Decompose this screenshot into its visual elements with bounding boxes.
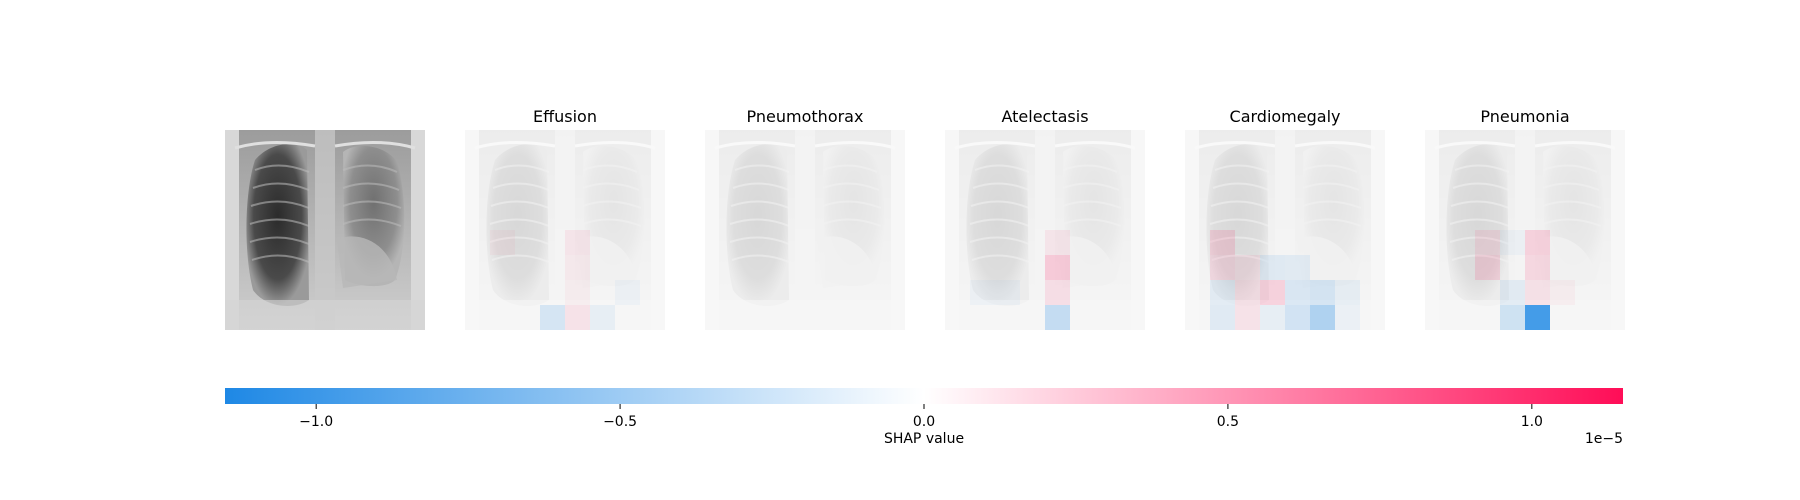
heatmap-cell [590,305,615,330]
heatmap-cell [1500,230,1525,255]
colorbar: −1.0 −0.5 0.0 0.5 1.0 SHAP value 1e−5 [225,388,1623,447]
heatmap-cell [565,230,590,255]
heatmap-cell [1500,305,1525,330]
heatmap-cell [1260,280,1285,305]
heatmap-cell [1525,230,1550,255]
panel-title-cardiomegaly: Cardiomegaly [1230,107,1341,126]
heatmap-cell [615,280,640,305]
colorbar-offset-text: 1e−5 [1585,431,1623,447]
heatmap-cell [1310,305,1335,330]
colorbar-label: SHAP value [884,431,964,447]
heatmap-cell [490,230,515,255]
heatmap-cell [1285,280,1310,305]
heatmap-cell [970,280,995,305]
heatmap-cell [1525,305,1550,330]
colorbar-tick-label: −1.0 [299,414,333,430]
heatmap-cell [565,255,590,280]
panel-title-atelectasis: Atelectasis [1001,107,1088,126]
heatmap-panels: Effusion Pneumothorax Atelectasis Cardiomeg… [465,107,1625,330]
heatmap-cell [1475,230,1500,255]
panel-title-effusion: Effusion [533,107,597,126]
heatmap-panel-effusion: Effusion [465,107,665,330]
heatmap-panel-pneumonia: Pneumonia [1425,107,1625,330]
colorbar-tick-label: −0.5 [603,414,637,430]
heatmap-cell [1235,305,1260,330]
heatmap-panel-pneumothorax: Pneumothorax [705,107,905,330]
input-image-panel [225,130,425,330]
heatmap-cell [1045,255,1070,280]
panel-title-pneumonia: Pneumonia [1480,107,1569,126]
heatmap-cell [1045,280,1070,305]
heatmap-cell [1210,280,1235,305]
heatmap-cell [1525,255,1550,280]
heatmap-cell [1285,255,1310,280]
heatmap-cell [1235,255,1260,280]
panel-title-pneumothorax: Pneumothorax [747,107,864,126]
heatmap-cell [1210,305,1235,330]
heatmap-panel-atelectasis: Atelectasis [945,107,1145,330]
heatmap-cell [1285,305,1310,330]
heatmap-cell [1045,305,1070,330]
colorbar-tick-label: 0.0 [913,414,935,430]
colorbar-tick-label: 1.0 [1521,414,1543,430]
heatmap-cell [995,280,1020,305]
heatmap-cell [565,280,590,305]
heatmap-panel-cardiomegaly: Cardiomegaly [1185,107,1385,330]
colorbar-gradient [225,388,1623,404]
heatmap-cell [1260,255,1285,280]
background-xray-image [705,130,905,330]
colorbar-tick-label: 0.5 [1217,414,1239,430]
heatmap-cell [1210,230,1235,255]
heatmap-cell [1335,305,1360,330]
heatmap-cell [1525,280,1550,305]
heatmap-cell [1475,255,1500,280]
heatmap-cell [1550,280,1575,305]
heatmap-cell [1335,280,1360,305]
heatmap-cell [1260,305,1285,330]
heatmap-cell [565,305,590,330]
heatmap-cell [1310,280,1335,305]
heatmap-cell [1045,230,1070,255]
colorbar-ticks: −1.0 −0.5 0.0 0.5 1.0 [299,404,1543,430]
heatmap-cell [1500,280,1525,305]
heatmap-cell [540,305,565,330]
heatmap-cell [1210,255,1235,280]
heatmap-cell [1235,280,1260,305]
